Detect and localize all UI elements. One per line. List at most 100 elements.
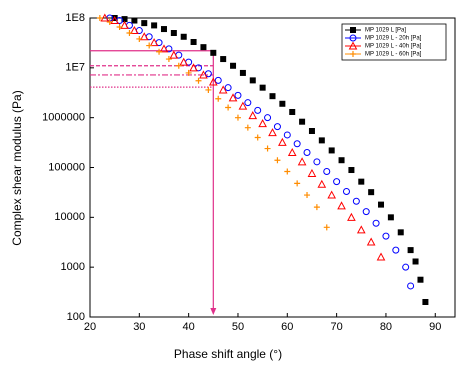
data-point [294, 180, 301, 187]
data-point [159, 44, 169, 53]
data-point [422, 298, 429, 305]
data-point [342, 187, 350, 195]
data-point [313, 158, 321, 166]
data-point [244, 99, 252, 107]
data-point [170, 30, 177, 37]
data-point [234, 114, 241, 121]
data-point [392, 246, 400, 254]
data-point [249, 77, 256, 84]
data-point [254, 106, 262, 114]
data-point [259, 84, 266, 91]
data-point [304, 192, 311, 199]
data-point [278, 137, 287, 146]
data-point [126, 30, 133, 37]
data-point [210, 49, 217, 56]
data-point [146, 42, 153, 49]
data-point [225, 104, 232, 111]
legend-label: MP 1029 L - 20h [Pa] [365, 36, 422, 42]
data-point [407, 282, 415, 290]
data-point [199, 70, 208, 79]
data-point [149, 38, 159, 47]
data-point [264, 145, 271, 152]
data-point [317, 179, 327, 188]
data-point [348, 167, 355, 174]
x-tick-label: 40 [183, 321, 195, 333]
data-point [110, 15, 119, 25]
data-point [318, 137, 325, 144]
data-point [289, 108, 296, 115]
data-point [189, 63, 198, 72]
y-tick-label: 1000 [61, 261, 85, 273]
x-tick-label: 30 [133, 321, 145, 333]
data-point [120, 20, 129, 29]
data-point [417, 276, 424, 283]
data-point [131, 17, 138, 24]
data-point [308, 128, 315, 135]
data-point [254, 134, 261, 141]
data-point [205, 86, 212, 93]
data-point [274, 157, 281, 164]
data-point [230, 62, 237, 69]
data-point [402, 263, 410, 271]
x-tick-label: 90 [429, 321, 441, 333]
reference-arrow [210, 308, 217, 315]
data-point [287, 147, 297, 156]
data-point [378, 201, 385, 208]
data-point [169, 50, 179, 59]
data-point [239, 69, 246, 76]
data-point [200, 44, 207, 51]
x-axis-label: Phase shift angle (°) [174, 347, 282, 361]
plot-frame [89, 17, 456, 318]
data-point [366, 237, 376, 246]
y-tick-label: 100000 [48, 161, 85, 173]
data-point [116, 23, 123, 30]
legend-label: MP 1029 L - 40h [Pa] [365, 44, 422, 50]
data-point [180, 33, 187, 40]
data-point [328, 147, 335, 154]
data-point [299, 118, 306, 125]
data-point [323, 224, 330, 231]
data-point [333, 178, 341, 186]
data-point [185, 69, 192, 76]
data-point [387, 214, 394, 221]
data-point [106, 19, 113, 26]
legend-label: MP 1029 L - 60h [Pa] [365, 52, 422, 58]
x-tick-label: 80 [380, 321, 392, 333]
data-point [175, 62, 182, 69]
series [100, 13, 386, 261]
series [96, 15, 330, 231]
x-tick-label: 70 [330, 321, 342, 333]
data-point [337, 201, 346, 210]
data-point [190, 38, 197, 45]
series [111, 15, 429, 305]
y-axis-label: Complex shear modulus (Pa) [10, 90, 24, 245]
data-point [362, 208, 370, 216]
data-point [297, 157, 307, 166]
data-point [160, 26, 167, 33]
data-point [100, 13, 110, 22]
data-point [382, 232, 390, 240]
y-tick-label: 1E7 [65, 62, 85, 74]
legend-marker [350, 27, 356, 33]
data-point [195, 77, 202, 84]
data-point [179, 57, 189, 66]
data-point [141, 20, 148, 27]
data-point [313, 204, 320, 211]
data-point [407, 247, 414, 254]
y-tick-label: 100 [67, 311, 85, 323]
data-point [121, 16, 128, 23]
data-point [136, 35, 143, 42]
data-point [372, 219, 380, 227]
data-point [273, 123, 281, 131]
data-point [268, 128, 277, 137]
data-point [165, 56, 172, 63]
y-tick-label: 1E8 [65, 12, 85, 24]
data-point [96, 15, 103, 21]
legend-label: MP 1029 L [Pa] [365, 28, 406, 34]
x-tick-label: 50 [232, 321, 244, 333]
data-point [258, 119, 267, 128]
data-point [244, 124, 251, 131]
data-point [248, 111, 258, 120]
data-point [323, 168, 331, 176]
data-point [130, 25, 139, 35]
